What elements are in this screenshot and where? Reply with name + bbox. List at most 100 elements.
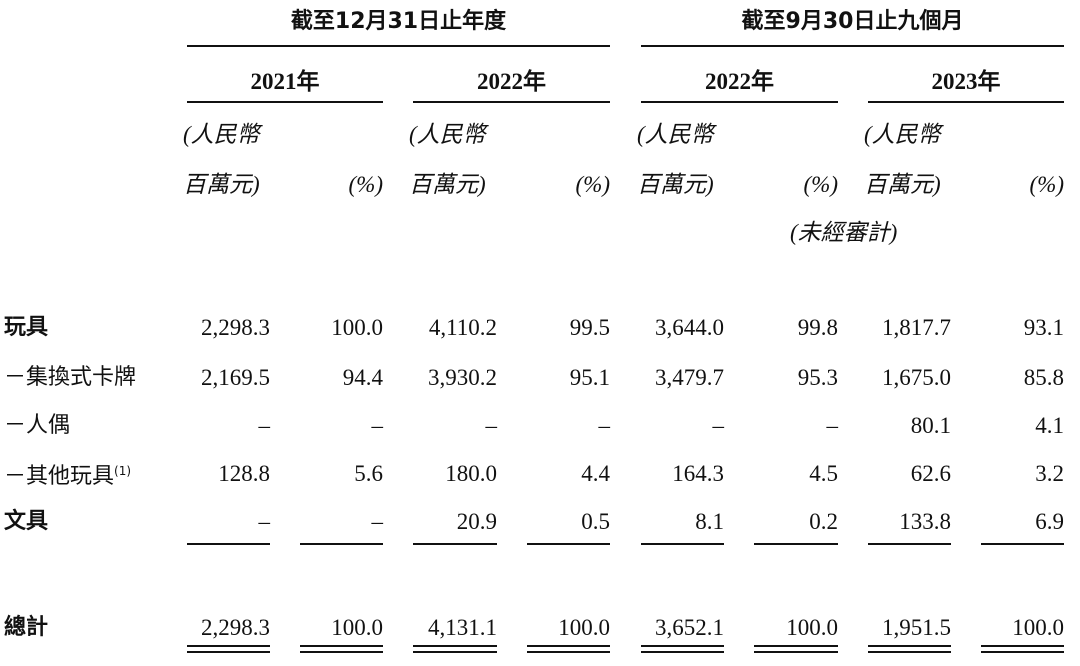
rule (527, 651, 610, 653)
cell: 100.0 (331, 315, 383, 340)
cell: 20.9 (456, 509, 497, 534)
rule (187, 651, 270, 653)
rule (641, 101, 838, 103)
unit: (人民幣 (183, 122, 260, 147)
total-cell: 4,131.1 (428, 615, 497, 640)
footnote-ref: (1) (114, 464, 132, 478)
total-cell: 100.0 (786, 615, 838, 640)
rule (868, 651, 951, 653)
rule (187, 45, 610, 47)
rule (413, 645, 497, 647)
rule (413, 101, 610, 103)
unit: 百萬元) (864, 172, 941, 197)
rule (187, 645, 270, 647)
unit: (人民幣 (637, 122, 714, 147)
cell: 0.2 (809, 509, 838, 534)
unit: (%) (1029, 172, 1064, 197)
rule (981, 651, 1064, 653)
cell: – (485, 413, 498, 438)
cell: 99.5 (569, 315, 610, 340)
cell: 93.1 (1023, 315, 1064, 340)
row-label: －集換式卡牌 (4, 365, 137, 390)
rule (754, 651, 838, 653)
rule (300, 651, 383, 653)
cell: 85.8 (1023, 365, 1064, 390)
rule (641, 543, 724, 545)
row-label: －人偶 (4, 413, 71, 438)
cell: 80.1 (910, 413, 951, 438)
row-label: 玩具 (4, 315, 49, 340)
cell: – (598, 413, 611, 438)
year-header: 2021年 (250, 69, 320, 94)
rule (868, 101, 1064, 103)
rule (413, 543, 497, 545)
rule (187, 101, 383, 103)
cell: 4.1 (1035, 413, 1064, 438)
total-cell: 1,951.5 (882, 615, 951, 640)
cell: 164.3 (672, 461, 724, 486)
unit: 百萬元) (183, 172, 260, 197)
cell: 6.9 (1035, 509, 1064, 534)
rule (641, 45, 1064, 47)
total-cell: 3,652.1 (655, 615, 724, 640)
cell: – (371, 509, 384, 534)
rule (868, 645, 951, 647)
group-header: 截至9月30日止九個月 (741, 9, 964, 34)
rule (981, 645, 1064, 647)
row-label: 文具 (4, 509, 49, 534)
total-cell: 2,298.3 (201, 615, 270, 640)
cell: 94.4 (342, 365, 383, 390)
cell: 3,479.7 (655, 365, 724, 390)
rule (754, 543, 838, 545)
unit: (%) (803, 172, 838, 197)
unit: 百萬元) (637, 172, 714, 197)
year-header: 2022年 (705, 69, 774, 94)
group-header: 截至12月31日止年度 (290, 9, 507, 34)
rule (300, 645, 383, 647)
cell: 128.8 (218, 461, 270, 486)
rule (527, 645, 610, 647)
cell: 99.8 (797, 315, 838, 340)
unit: (%) (348, 172, 383, 197)
unit: (人民幣 (409, 122, 486, 147)
cell: 1,817.7 (882, 315, 951, 340)
cell: – (371, 413, 384, 438)
cell: – (258, 509, 271, 534)
row-label: －其他玩具(1) (4, 464, 132, 489)
cell: 1,675.0 (882, 365, 951, 390)
cell: 95.3 (797, 365, 838, 390)
rule (981, 543, 1064, 545)
cell: 62.6 (910, 461, 951, 486)
cell: 5.6 (354, 461, 383, 486)
cell: – (258, 413, 271, 438)
rule (868, 543, 951, 545)
cell: 3,644.0 (655, 315, 724, 340)
total-cell: 100.0 (1012, 615, 1064, 640)
cell: – (826, 413, 839, 438)
cell: 2,169.5 (201, 365, 270, 390)
rule (300, 543, 383, 545)
cell: 2,298.3 (201, 315, 270, 340)
audit-note: (未經審計) (790, 220, 898, 245)
cell: 3,930.2 (428, 365, 497, 390)
cell: 3.2 (1035, 461, 1064, 486)
cell: 4.4 (581, 461, 610, 486)
year-header: 2022年 (477, 69, 546, 94)
cell: 95.1 (569, 365, 610, 390)
unit: 百萬元) (409, 172, 486, 197)
rule (641, 645, 724, 647)
total-cell: 100.0 (558, 615, 610, 640)
rule (641, 651, 724, 653)
cell: 133.8 (899, 509, 951, 534)
cell: 180.0 (445, 461, 497, 486)
cell: 0.5 (581, 509, 610, 534)
cell: 4,110.2 (428, 315, 497, 340)
unit: (人民幣 (864, 122, 941, 147)
year-header: 2023年 (931, 69, 1001, 94)
unit: (%) (575, 172, 610, 197)
cell: 8.1 (695, 509, 724, 534)
total-cell: 100.0 (331, 615, 383, 640)
rule (754, 645, 838, 647)
rule (527, 543, 610, 545)
